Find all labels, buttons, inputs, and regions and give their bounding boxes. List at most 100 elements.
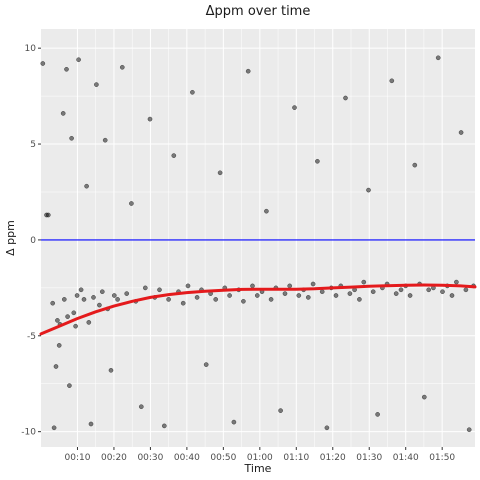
x-tick-label: 00:50 [210, 453, 236, 463]
data-point [278, 408, 283, 413]
data-point [50, 300, 56, 306]
data-point [124, 291, 130, 296]
data-point [426, 287, 432, 293]
data-point [55, 318, 60, 323]
data-point [357, 297, 362, 302]
plot-panel [41, 29, 475, 447]
data-point [157, 287, 162, 293]
data-point [412, 162, 418, 168]
data-point [333, 293, 339, 298]
data-point [407, 293, 413, 298]
data-point [99, 289, 105, 295]
data-point [64, 66, 69, 72]
data-point [53, 364, 59, 369]
y-tick-label: 10 [25, 44, 37, 54]
data-point [71, 310, 77, 316]
data-point [375, 412, 380, 417]
data-point [108, 367, 114, 373]
y-tick-label: -10 [21, 428, 36, 438]
data-point [119, 64, 125, 70]
x-tick-label: 01:00 [247, 453, 273, 463]
x-tick-label: 01:30 [356, 453, 382, 463]
data-point [466, 427, 472, 433]
data-point [115, 297, 120, 302]
data-point [217, 170, 223, 176]
data-point [56, 343, 62, 348]
data-point [86, 320, 92, 325]
x-tick-label: 00:40 [174, 453, 200, 463]
x-tick-label: 00:10 [65, 453, 91, 463]
data-point [458, 130, 464, 135]
data-point [94, 82, 99, 87]
data-point [343, 95, 348, 101]
chart-title: Δppm over time [206, 4, 311, 19]
data-point [296, 293, 302, 298]
data-point [268, 297, 274, 302]
data-point [241, 298, 246, 304]
data-point [84, 183, 89, 189]
data-point [97, 302, 102, 308]
data-point [435, 55, 441, 61]
x-tick-label: 01:10 [283, 453, 309, 463]
data-point [102, 137, 108, 143]
data-point [454, 279, 459, 285]
x-axis-title: Time [244, 462, 272, 475]
data-point [45, 212, 51, 218]
data-point [292, 105, 297, 110]
data-point [361, 279, 367, 285]
data-point [171, 153, 177, 158]
data-point [440, 289, 445, 295]
data-point [91, 295, 96, 300]
data-point [463, 287, 469, 293]
data-point [69, 135, 74, 141]
data-point [324, 425, 330, 431]
data-point [366, 187, 371, 193]
data-point [449, 293, 455, 298]
data-point [231, 419, 237, 425]
data-point [78, 287, 84, 293]
data-point [227, 293, 232, 298]
x-tick-label: 01:50 [429, 453, 455, 463]
x-tick-label: 01:20 [320, 453, 346, 463]
data-point [310, 281, 316, 287]
data-point [245, 68, 251, 74]
data-point [166, 297, 171, 302]
data-point [250, 283, 255, 289]
y-axis-title: Δ ppm [4, 220, 17, 256]
data-point [398, 287, 404, 293]
x-tick-label: 01:40 [393, 453, 419, 463]
data-point [40, 61, 46, 66]
data-point [194, 295, 200, 300]
data-point [421, 394, 427, 400]
data-point [142, 285, 148, 291]
data-point [203, 362, 209, 367]
x-tick-label: 00:30 [137, 453, 163, 463]
data-point [65, 314, 70, 319]
data-point [76, 57, 81, 63]
y-tick-label: 0 [30, 236, 36, 246]
y-tick-label: -5 [27, 332, 36, 342]
data-point [129, 201, 134, 206]
data-point [389, 78, 395, 84]
data-point [319, 289, 325, 295]
x-tick-label: 00:20 [101, 453, 127, 463]
data-point [315, 158, 320, 164]
data-point [180, 300, 186, 306]
data-point [51, 425, 57, 431]
data-point [213, 297, 219, 302]
data-point [60, 111, 66, 116]
data-point [81, 297, 87, 302]
data-point [305, 295, 311, 300]
data-point [147, 116, 153, 122]
data-point [88, 421, 94, 427]
data-point [61, 297, 67, 302]
data-point [254, 293, 260, 298]
grid-minor [41, 29, 475, 447]
y-tick-label: 5 [30, 140, 36, 150]
x-axis: 00:10 00:20 00:30 00:40 00:50 01:00 01:10 01:20… [65, 447, 455, 463]
data-point [111, 293, 117, 298]
data-point [74, 293, 80, 298]
data-point [282, 291, 288, 296]
data-point [161, 423, 167, 429]
